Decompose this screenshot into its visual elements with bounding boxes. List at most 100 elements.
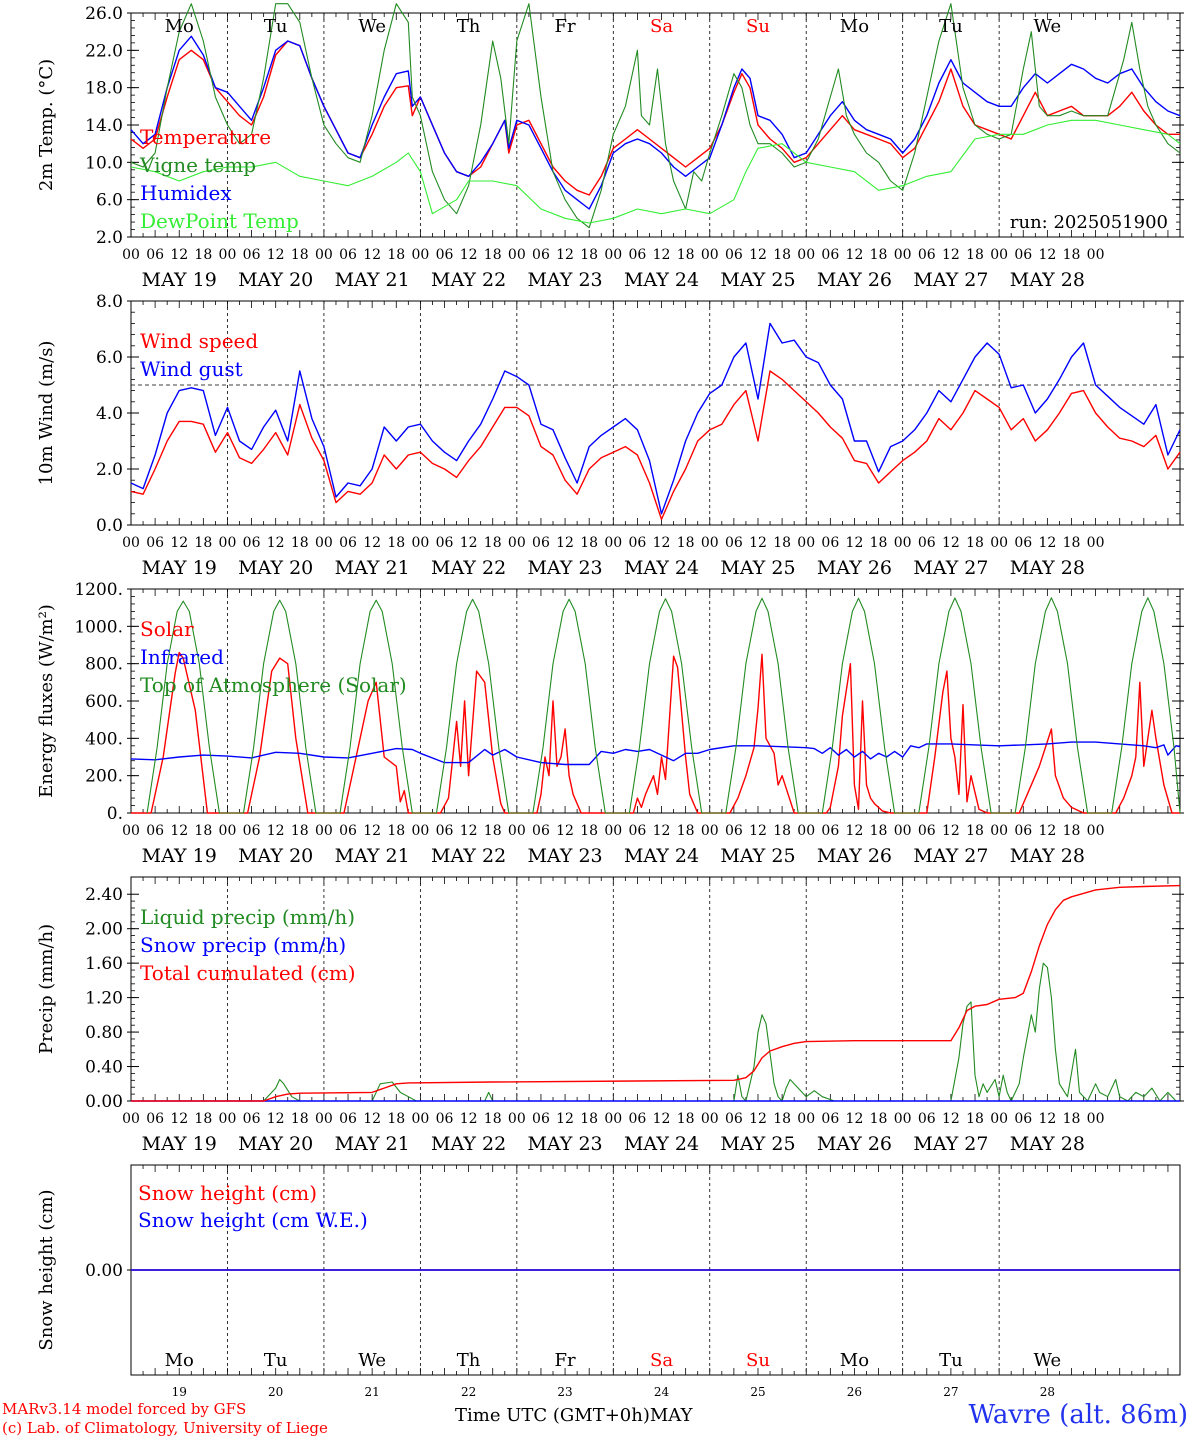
model-credit: MARv3.14 model forced by GFS (2, 1400, 247, 1418)
hour-label: 00 (122, 535, 140, 551)
legend-entry: Snow height (cm) (138, 1181, 317, 1205)
hour-label: 18 (194, 823, 212, 839)
hour-label: 12 (267, 1111, 285, 1127)
weekday-label: Tu (264, 16, 288, 37)
hour-label: 18 (870, 535, 888, 551)
series-wind-speed (130, 370, 1181, 521)
day-label: MAY 21 (335, 845, 410, 867)
hour-label: 12 (363, 247, 381, 263)
hour-label: 06 (628, 1111, 646, 1127)
series-humidex (130, 35, 1181, 210)
day-label: MAY 26 (817, 557, 892, 579)
hour-label: 18 (677, 535, 695, 551)
hour-label: 18 (387, 1111, 405, 1127)
day-label: MAY 24 (624, 269, 699, 291)
weekday-label: Mo (840, 1350, 869, 1371)
day-number: 22 (461, 1385, 476, 1399)
day-label: MAY 25 (720, 1133, 795, 1155)
weekday-label: Mo (840, 16, 869, 37)
weekday-label: Tu (939, 16, 963, 37)
hour-label: 00 (604, 1111, 622, 1127)
hour-label: 06 (725, 535, 743, 551)
hour-label: 00 (1087, 535, 1105, 551)
hour-label: 18 (580, 823, 598, 839)
legend-entry: Temperature (140, 125, 271, 149)
hour-label: 06 (628, 823, 646, 839)
hour-label: 00 (701, 247, 719, 263)
hour-label: 00 (219, 823, 237, 839)
hour-label: 18 (387, 823, 405, 839)
hour-label: 12 (460, 535, 478, 551)
hour-label: 06 (918, 535, 936, 551)
day-number: 25 (750, 1385, 765, 1399)
y-tick-label: 10.0 (85, 153, 123, 173)
hour-label: 12 (170, 823, 188, 839)
hour-label: 06 (628, 535, 646, 551)
day-label: MAY 21 (335, 1133, 410, 1155)
hour-label: 06 (821, 823, 839, 839)
weekday-label: Fr (555, 16, 576, 37)
hour-label: 06 (532, 247, 550, 263)
hour-label: 00 (1087, 247, 1105, 263)
hour-label: 18 (484, 247, 502, 263)
hour-label: 12 (942, 1111, 960, 1127)
hour-label: 12 (1038, 1111, 1056, 1127)
day-label: MAY 28 (1010, 269, 1085, 291)
day-label: MAY 27 (913, 557, 988, 579)
hour-label: 18 (580, 247, 598, 263)
day-label: MAY 27 (913, 1133, 988, 1155)
series-temperature (130, 40, 1180, 196)
weekday-label: Su (746, 1350, 770, 1371)
x-axis-title: Time UTC (GMT+0h)MAY (455, 1405, 693, 1426)
plot-frame (130, 300, 1181, 526)
day-label: MAY 19 (142, 269, 217, 291)
weekday-label: Mo (165, 16, 194, 37)
weekday-label: Sa (650, 16, 673, 37)
y-tick-label: 2.00 (85, 920, 123, 940)
day-label: MAY 23 (527, 845, 602, 867)
day-number: 28 (1040, 1385, 1055, 1399)
day-number: 24 (654, 1385, 670, 1399)
hour-label: 06 (146, 535, 164, 551)
day-label: MAY 22 (431, 557, 506, 579)
series-vigne-temp (130, 3, 1181, 229)
hour-label: 06 (146, 1111, 164, 1127)
day-label: MAY 26 (817, 269, 892, 291)
day-label: MAY 24 (624, 845, 699, 867)
hour-label: 00 (990, 1111, 1008, 1127)
hour-label: 06 (436, 1111, 454, 1127)
hour-label: 12 (460, 823, 478, 839)
hour-label: 12 (942, 247, 960, 263)
legend-entry: Snow precip (mm/h) (140, 933, 346, 957)
hour-label: 06 (821, 1111, 839, 1127)
station-location: Wavre (alt. 86m) (968, 1400, 1188, 1430)
hour-label: 18 (966, 247, 984, 263)
hour-label: 12 (460, 247, 478, 263)
weekday-label: We (358, 1350, 386, 1371)
y-tick-label: 1200. (74, 580, 123, 600)
hour-label: 06 (1014, 1111, 1032, 1127)
hour-label: 00 (508, 823, 526, 839)
hour-label: 06 (146, 823, 164, 839)
day-label: MAY 20 (238, 269, 313, 291)
day-label: MAY 20 (238, 1133, 313, 1155)
legend-entry: Wind gust (140, 357, 243, 381)
y-tick-label: 600. (85, 692, 123, 712)
hour-label: 12 (653, 823, 671, 839)
hour-label: 06 (339, 247, 357, 263)
hour-label: 18 (773, 823, 791, 839)
legend-entry: Wind speed (140, 329, 258, 353)
hour-label: 18 (966, 535, 984, 551)
hour-label: 00 (219, 535, 237, 551)
y-tick-label: 18.0 (85, 79, 123, 99)
hour-label: 00 (315, 823, 333, 839)
hour-label: 12 (267, 823, 285, 839)
day-label: MAY 28 (1010, 1133, 1085, 1155)
hour-label: 00 (701, 823, 719, 839)
hour-label: 18 (580, 535, 598, 551)
weekday-label: Fr (555, 1350, 576, 1371)
hour-label: 18 (291, 247, 309, 263)
hour-label: 18 (291, 535, 309, 551)
hour-label: 12 (267, 535, 285, 551)
hour-label: 06 (821, 247, 839, 263)
